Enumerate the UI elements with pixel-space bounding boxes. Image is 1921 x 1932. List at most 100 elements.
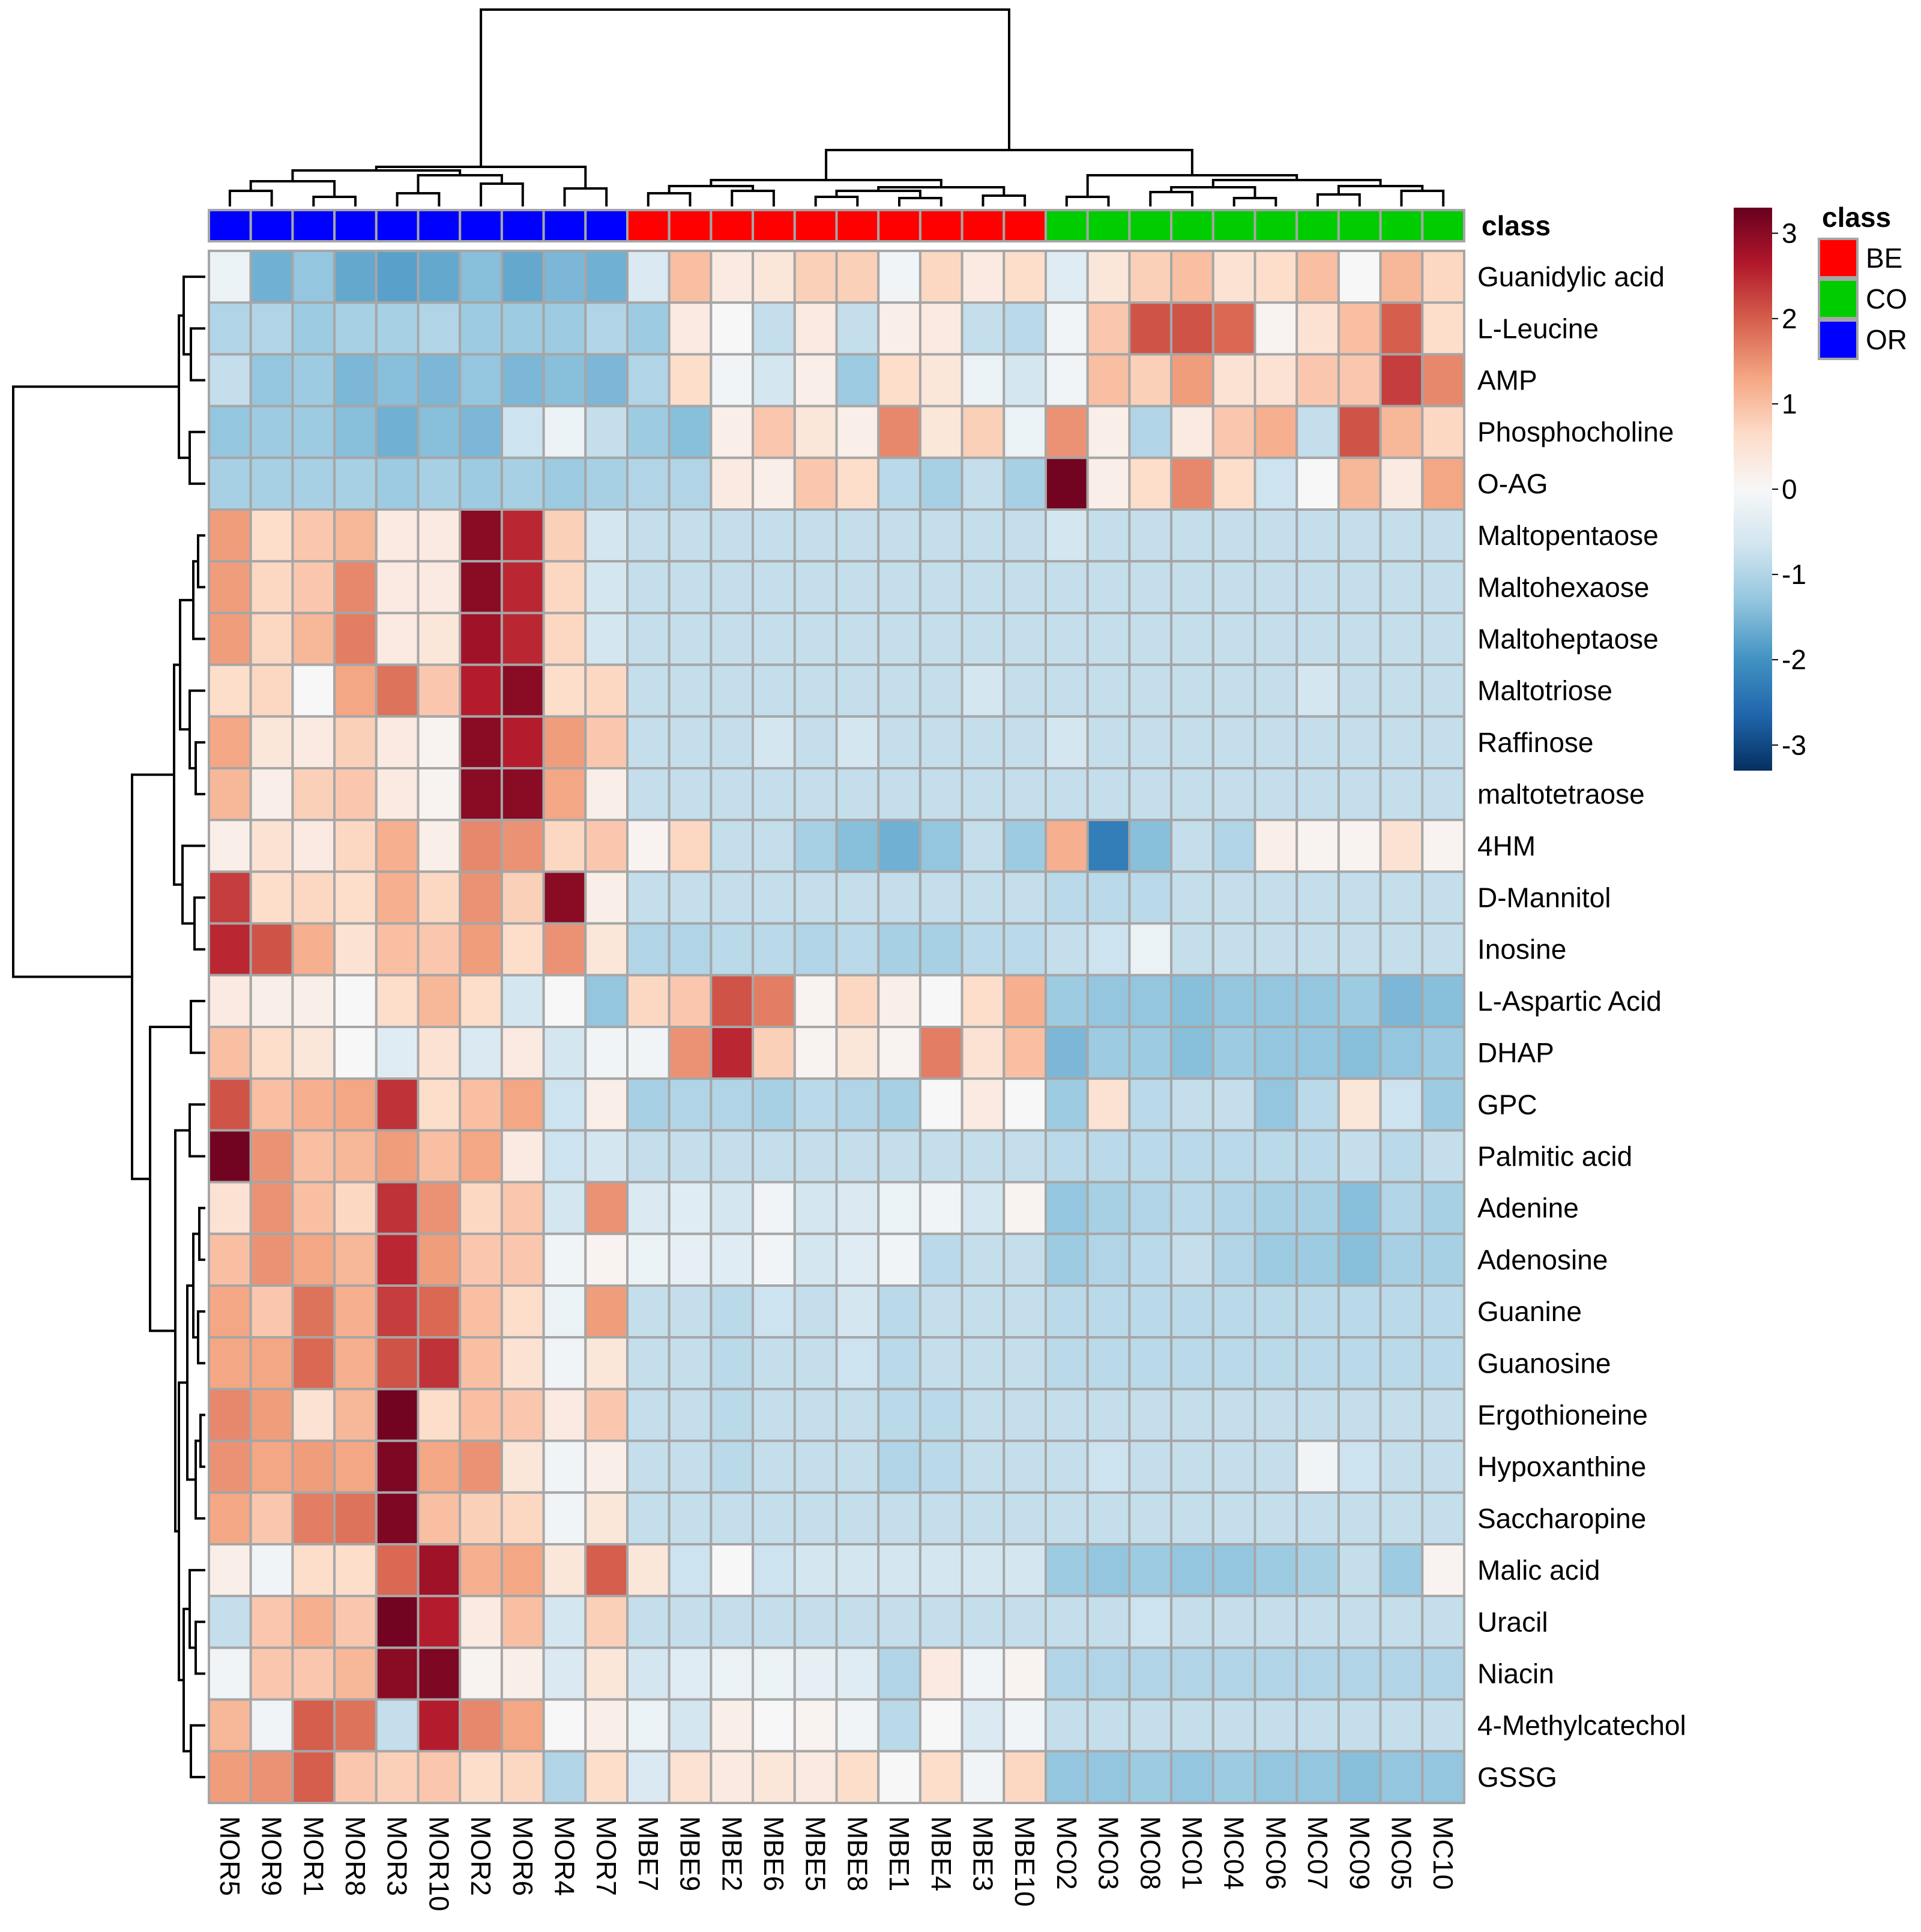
heatmap-cell — [877, 1336, 921, 1391]
heatmap-cell — [1295, 456, 1340, 511]
heatmap-cell — [1003, 612, 1048, 666]
heatmap-cell — [1253, 1232, 1298, 1287]
heatmap-cell — [877, 560, 921, 615]
heatmap-cell — [1421, 1595, 1466, 1649]
heatmap-cell — [333, 1698, 378, 1753]
heatmap-cell — [668, 456, 713, 511]
heatmap-cell — [584, 767, 629, 822]
heatmap-cell — [710, 974, 755, 1029]
heatmap-cell — [1128, 974, 1173, 1029]
heatmap-cell — [710, 1595, 755, 1649]
heatmap-cell — [752, 1491, 796, 1546]
heatmap-cell — [1003, 1439, 1048, 1494]
row-dendrogram — [12, 275, 205, 1778]
class-bar-cell — [1086, 209, 1131, 242]
heatmap-cell — [459, 1439, 503, 1494]
heatmap-cell — [542, 1284, 587, 1339]
heatmap-cell — [877, 1077, 921, 1132]
column-label: MC02 — [1051, 1816, 1082, 1890]
heatmap-cell — [1379, 508, 1424, 563]
heatmap-cell — [584, 560, 629, 615]
heatmap-cell — [835, 1336, 880, 1391]
heatmap-cell — [1421, 1026, 1466, 1080]
heatmap-cell — [542, 1129, 587, 1184]
dendrogram-link — [188, 1103, 205, 1158]
heatmap-cell — [1379, 1491, 1424, 1546]
heatmap-cell — [668, 1543, 713, 1598]
heatmap-cell — [1295, 1232, 1340, 1287]
heatmap-cell — [333, 870, 378, 925]
row-label: Maltohexaose — [1477, 571, 1649, 603]
class-bar-cell — [459, 209, 503, 242]
heatmap-cell — [1128, 1491, 1173, 1546]
heatmap-cell — [918, 612, 964, 666]
heatmap-cell — [542, 456, 587, 511]
color-scale-bar — [1734, 208, 1772, 771]
heatmap-cell — [459, 663, 503, 718]
heatmap-cell — [752, 922, 796, 977]
heatmap-cell — [333, 974, 378, 1029]
heatmap-cell — [542, 1077, 587, 1132]
heatmap-cell — [208, 922, 252, 977]
heatmap-cell — [835, 1232, 880, 1287]
heatmap-cell — [1045, 715, 1089, 770]
heatmap-cell — [1379, 1750, 1424, 1805]
heatmap-cell — [710, 767, 755, 822]
column-label: MBE1 — [884, 1816, 915, 1891]
heatmap-cell — [1003, 1646, 1048, 1701]
heatmap-cell — [1170, 1077, 1214, 1132]
class-bar-cell — [1003, 209, 1048, 242]
color-scale-legend: 3 2 1 0 -1 -2 -3 — [1734, 208, 1806, 771]
heatmap-cell — [1379, 1388, 1424, 1442]
heatmap-cell — [1337, 819, 1382, 873]
heatmap-cell — [459, 1077, 503, 1132]
heatmap-cell — [752, 1181, 796, 1235]
heatmap-cell — [1253, 870, 1298, 925]
heatmap-cell — [1128, 767, 1173, 822]
heatmap-cell — [1170, 1181, 1214, 1235]
column-label: MOR7 — [591, 1816, 622, 1896]
dendrogram-link — [480, 8, 1010, 167]
heatmap-cell — [1170, 715, 1214, 770]
heatmap-cell — [1379, 250, 1424, 304]
heatmap-cell — [626, 1388, 671, 1442]
heatmap-cell — [1337, 1543, 1382, 1598]
heatmap-cell — [249, 1129, 294, 1184]
heatmap-cell — [375, 560, 420, 615]
heatmap-cell — [208, 663, 252, 718]
heatmap-cell — [1003, 1543, 1048, 1598]
heatmap-cell — [375, 870, 420, 925]
heatmap-cell — [626, 1284, 671, 1339]
heatmap-cell — [1170, 1595, 1214, 1649]
heatmap-cell — [375, 1077, 420, 1132]
heatmap-cell — [918, 353, 964, 408]
heatmap-cell — [668, 767, 713, 822]
heatmap-cell — [668, 1026, 713, 1080]
heatmap-cell — [375, 301, 420, 356]
heatmap-cell — [1211, 301, 1256, 356]
heatmap-cell — [835, 508, 880, 563]
heatmap-cell — [877, 819, 921, 873]
heatmap-cell — [542, 1543, 587, 1598]
heatmap-cell — [1086, 1232, 1131, 1287]
heatmap-cell — [249, 663, 294, 718]
heatmap-cell — [710, 1284, 755, 1339]
heatmap-cells — [208, 250, 1466, 1805]
heatmap-cell — [291, 715, 336, 770]
class-bar-cell — [208, 209, 252, 242]
heatmap-cell — [1337, 870, 1382, 925]
heatmap-cell — [793, 663, 838, 718]
heatmap-cell — [1086, 1595, 1131, 1649]
heatmap-cell — [1379, 405, 1424, 459]
heatmap-cell — [500, 1232, 545, 1287]
dendrogram-link — [1065, 196, 1110, 206]
class-bar-cell — [918, 209, 964, 242]
heatmap-cell — [417, 1077, 462, 1132]
heatmap-cell — [918, 405, 964, 459]
heatmap-cell — [375, 353, 420, 408]
heatmap-cell — [835, 1439, 880, 1494]
heatmap-cell — [208, 1336, 252, 1391]
heatmap-cell — [417, 612, 462, 666]
heatmap-cell — [1253, 1646, 1298, 1701]
heatmap-cell — [626, 1646, 671, 1701]
